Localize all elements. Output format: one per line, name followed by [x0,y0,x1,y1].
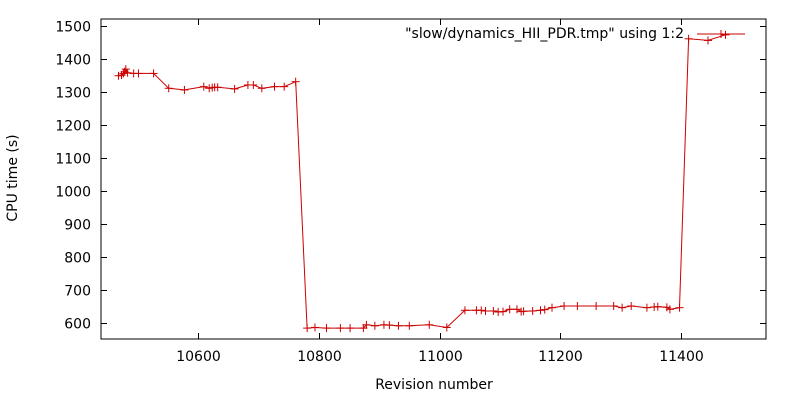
data-point [249,80,258,89]
data-point [547,303,556,312]
data-point [199,82,208,91]
y-tick-label: 1000 [55,185,91,201]
legend-marker [717,30,725,38]
data-point [627,302,636,311]
legend-label: "slow/dynamics_HII_PDR.tmp" using 1:2 [405,26,684,42]
y-tick-label: 900 [64,218,91,234]
data-point [653,302,662,311]
plot-frame [100,18,767,340]
data-point [280,82,289,91]
data-point [609,302,618,311]
y-tick-label: 600 [64,317,91,333]
axis-tick-labels: 600 700 800 900 1000 1100 1200 1300 1400 1500 1060… [55,20,703,366]
data-point [460,306,469,315]
data-point [665,305,674,314]
data-point [149,69,158,78]
data-point [703,36,712,45]
x-axis-label: Revision number [375,377,493,393]
legend: "slow/dynamics_HII_PDR.tmp" using 1:2 [405,26,745,42]
data-point [394,321,403,330]
data-point [257,84,266,93]
data-point [164,84,173,93]
data-point [385,321,394,330]
data-point [592,302,601,311]
data-point [675,303,684,312]
x-tick-label: 11000 [418,349,463,365]
data-point [322,324,331,333]
y-tick-label: 1100 [55,152,91,168]
data-point [528,306,537,315]
data-point [573,302,582,311]
data-point [519,307,528,316]
data-point [405,321,414,330]
axis-ticks [101,19,766,339]
data-point [311,323,320,332]
data-point [684,34,693,43]
data-point [536,306,545,315]
data-point [121,65,130,74]
data-point [642,303,651,312]
data-point [721,30,730,39]
data-point [499,307,508,316]
data-point [134,69,143,78]
data-point [230,84,239,93]
data-point [123,68,132,77]
x-tick-label: 10600 [176,349,221,365]
y-tick-label: 1400 [55,53,91,69]
data-point [505,305,514,314]
data-point [213,83,222,92]
data-point [180,85,189,94]
data-point [291,77,300,86]
plot-border [100,18,767,340]
y-tick-label: 1300 [55,86,91,102]
data-point [481,306,490,315]
y-axis-label: CPU time (s) [5,134,21,221]
data-point [489,306,498,315]
data-point [370,321,379,330]
data-point [270,82,279,91]
data-series [114,30,730,333]
y-tick-label: 800 [64,251,91,267]
data-point [442,323,451,332]
y-tick-label: 1200 [55,119,91,135]
series-line [118,34,726,329]
x-tick-label: 11400 [659,349,704,365]
y-tick-label: 1500 [55,20,91,36]
data-point [362,320,371,329]
data-point [303,324,312,333]
data-point [512,305,521,314]
data-point [346,324,355,333]
data-point [540,305,549,314]
data-point [119,69,128,78]
data-point [477,306,486,315]
data-point [425,320,434,329]
data-point [560,302,569,311]
data-point [336,324,345,333]
x-tick-label: 10800 [297,349,342,365]
x-tick-label: 11200 [538,349,583,365]
data-point [618,303,627,312]
y-tick-label: 700 [64,284,91,300]
